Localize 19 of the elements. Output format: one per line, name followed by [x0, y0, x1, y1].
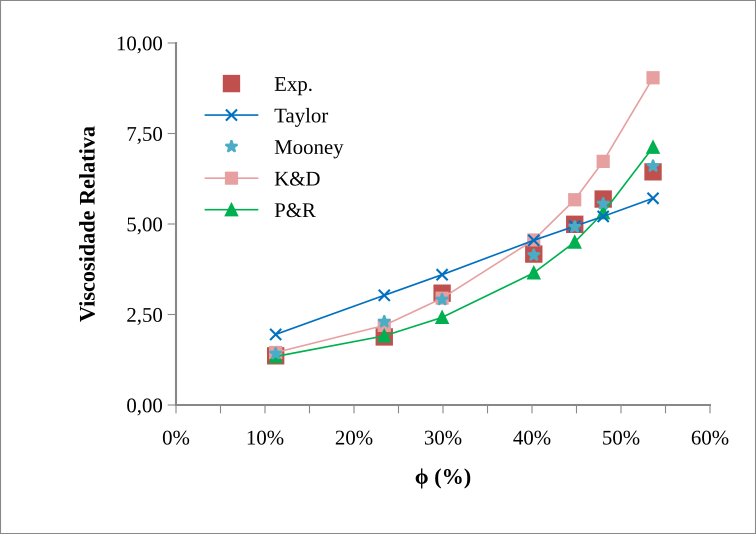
- x-tick-label: 40%: [513, 430, 550, 445]
- x-tick-label: 20%: [336, 430, 372, 445]
- y-tick-label: 2,50: [127, 308, 162, 325]
- y-tick-label: 5,00: [128, 217, 162, 234]
- y-tick-label: 10,00: [118, 36, 162, 54]
- x-axis-title: ϕ (%): [416, 468, 470, 488]
- y-axis-title: Viscosidade Relativa: [79, 126, 95, 322]
- y-tick-label: 0,00: [127, 398, 162, 416]
- legend-label: K&D: [274, 172, 320, 186]
- legend-label: Taylor: [274, 108, 328, 127]
- x-tick-label: 10%: [248, 430, 284, 445]
- legend-label: Exp.: [274, 77, 312, 96]
- legend-label: Mooney: [274, 140, 344, 158]
- x-tick-label: 60%: [692, 430, 728, 445]
- y-tick-label: 7,50: [128, 126, 162, 144]
- x-tick-label: 30%: [424, 430, 462, 445]
- x-tick-label: 0%: [162, 430, 190, 445]
- legend-label: P&R: [274, 203, 316, 218]
- x-tick-label: 50%: [603, 430, 640, 445]
